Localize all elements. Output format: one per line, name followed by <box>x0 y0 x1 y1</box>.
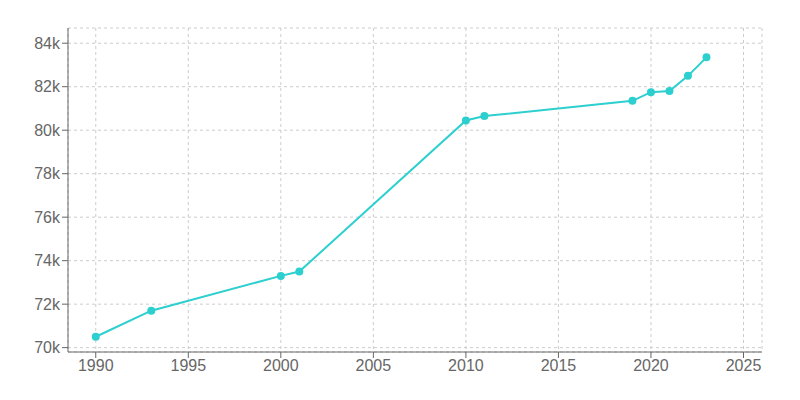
svg-text:72k: 72k <box>34 296 61 313</box>
svg-text:74k: 74k <box>34 252 61 269</box>
svg-text:82k: 82k <box>34 78 61 95</box>
svg-text:2025: 2025 <box>726 357 762 374</box>
svg-text:80k: 80k <box>34 122 61 139</box>
svg-text:84k: 84k <box>34 35 61 52</box>
svg-text:70k: 70k <box>34 339 61 356</box>
svg-text:1990: 1990 <box>78 357 114 374</box>
svg-text:2015: 2015 <box>541 357 577 374</box>
svg-text:2005: 2005 <box>356 357 392 374</box>
svg-text:1995: 1995 <box>170 357 206 374</box>
svg-text:78k: 78k <box>34 165 61 182</box>
svg-text:2020: 2020 <box>633 357 669 374</box>
svg-text:2000: 2000 <box>263 357 299 374</box>
svg-text:76k: 76k <box>34 209 61 226</box>
svg-text:2010: 2010 <box>448 357 484 374</box>
